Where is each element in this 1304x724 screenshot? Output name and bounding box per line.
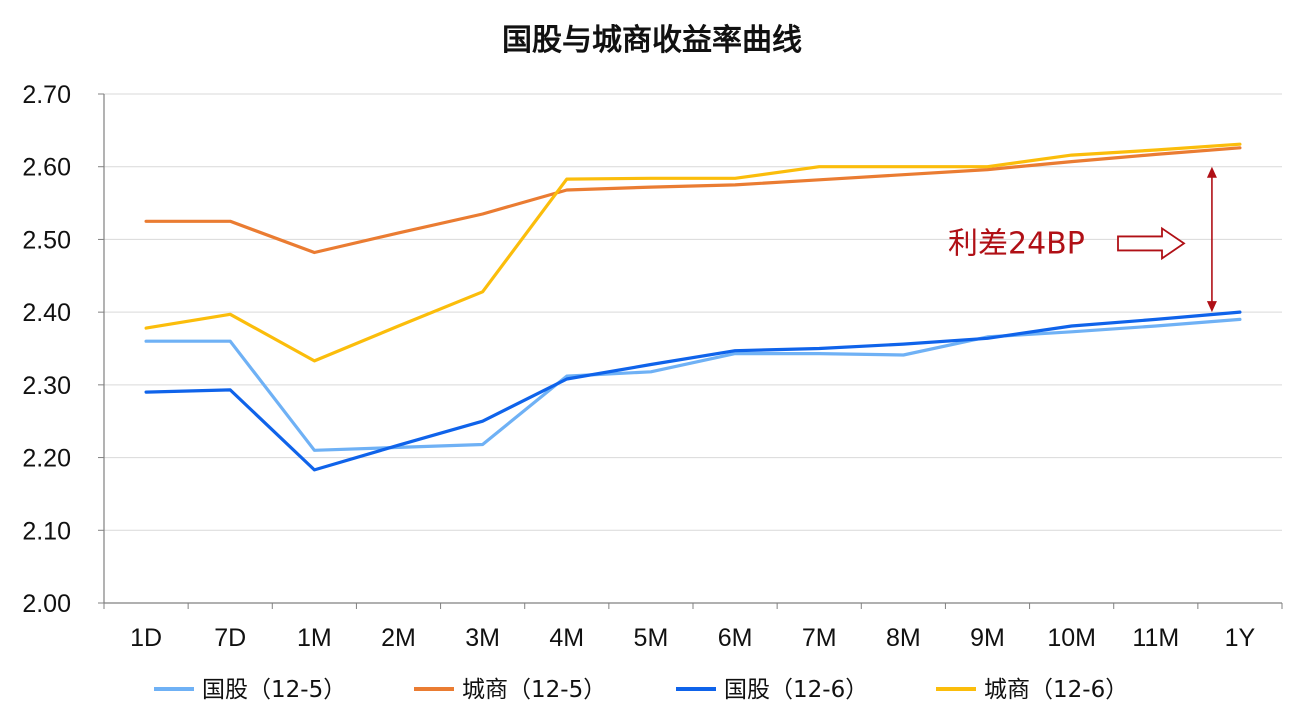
- x-tick-label: 10M: [1047, 624, 1096, 652]
- legend-item: 城商（12-6）: [936, 677, 1128, 703]
- legend-label: 国股（12-5）: [202, 677, 346, 703]
- y-tick-label: 2.30: [22, 372, 71, 400]
- series-line-2: [144, 146, 1242, 255]
- series-line-4: [144, 142, 1242, 363]
- x-tick-label: 1Y: [1225, 624, 1256, 652]
- series-lines: [144, 142, 1242, 472]
- y-tick-label: 2.20: [22, 445, 71, 473]
- x-tick-label: 4M: [549, 624, 584, 652]
- y-tick-label: 2.60: [22, 154, 71, 182]
- series-line-1: [144, 317, 1242, 452]
- x-tick-label: 2M: [381, 624, 416, 652]
- legend-item: 国股（12-5）: [154, 677, 346, 703]
- x-tick-label: 7M: [802, 624, 837, 652]
- right-arrow-icon: [1117, 226, 1186, 261]
- x-tick-label: 8M: [886, 624, 921, 652]
- y-tick-label: 2.00: [22, 590, 71, 618]
- x-tick-label: 9M: [970, 624, 1005, 652]
- legend-item: 城商（12-5）: [414, 677, 606, 703]
- x-tick-label: 3M: [465, 624, 500, 652]
- x-tick-label: 1M: [297, 624, 332, 652]
- legend: 国股（12-5） 城商（12-5） 国股（12-6） 城商（12-6）: [154, 677, 1128, 703]
- legend-label: 城商（12-6）: [984, 677, 1128, 703]
- x-tick-label: 7D: [214, 624, 246, 652]
- chart-title: 国股与城商收益率曲线: [502, 23, 802, 58]
- legend-label: 国股（12-6）: [724, 677, 868, 703]
- x-axis-ticks: 1D 7D 1M 2M 3M 4M 5M 6M 7M 8M 9M 10M 11M 1Y: [130, 624, 1255, 652]
- y-tick-label: 2.70: [22, 81, 71, 109]
- axes: [98, 93, 1283, 609]
- x-tick-label: 11M: [1132, 624, 1179, 652]
- legend-label: 城商（12-5）: [462, 677, 606, 703]
- spread-arrowhead-down: [1206, 301, 1217, 313]
- y-tick-label: 2.50: [22, 226, 71, 254]
- spread-annotation: 利差24BP: [948, 166, 1217, 313]
- series-line-3: [144, 310, 1242, 472]
- legend-item: 国股（12-6）: [676, 677, 868, 703]
- x-tick-label: 5M: [634, 624, 669, 652]
- y-tick-label: 2.40: [22, 299, 71, 327]
- spread-label: 利差24BP: [948, 226, 1085, 261]
- y-axis-ticks: 2.00 2.10 2.20 2.30 2.40 2.50 2.60 2.70: [22, 81, 71, 618]
- x-tick-label: 6M: [718, 624, 753, 652]
- y-tick-label: 2.10: [22, 517, 71, 545]
- x-tick-label: 1D: [130, 624, 162, 652]
- spread-arrowhead-up: [1206, 166, 1217, 178]
